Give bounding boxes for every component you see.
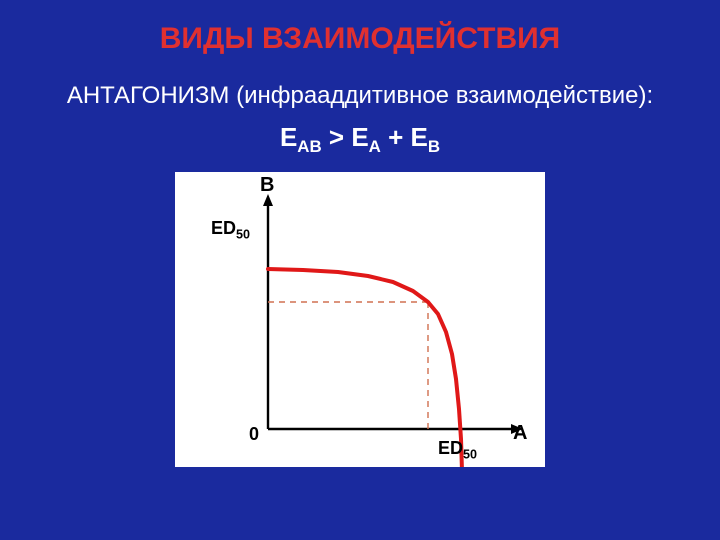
formula-gt: > [322, 122, 352, 152]
formula-sub-ab: АВ [297, 137, 321, 156]
ed50-x-sub: 50 [463, 448, 477, 462]
ed50-y-sub: 50 [236, 228, 250, 242]
formula-e2: Е [351, 122, 368, 152]
formula-sub-a: А [369, 137, 381, 156]
formula-e3: Е [411, 122, 428, 152]
isobologram-chart: B A 0 ED50 ED50 [175, 172, 545, 467]
origin-label: 0 [249, 424, 259, 445]
ed50-y-base: ED [211, 218, 236, 238]
axis-label-a: A [513, 422, 527, 445]
formula: ЕАВ > ЕА + ЕВ [0, 122, 720, 157]
chart-svg [175, 172, 545, 467]
slide-title: ВИДЫ ВЗАИМОДЕЙСТВИЯ [0, 22, 720, 56]
ed50-label-x: ED50 [438, 438, 477, 462]
formula-sub-b: В [428, 137, 440, 156]
formula-plus: + [381, 122, 411, 152]
slide-subtitle: АНТАГОНИЗМ (инфрааддитивное взаимодейств… [0, 82, 720, 110]
axis-label-b: B [260, 174, 274, 197]
ed50-x-base: ED [438, 438, 463, 458]
ed50-label-y: ED50 [211, 218, 250, 242]
formula-e1: Е [280, 122, 297, 152]
